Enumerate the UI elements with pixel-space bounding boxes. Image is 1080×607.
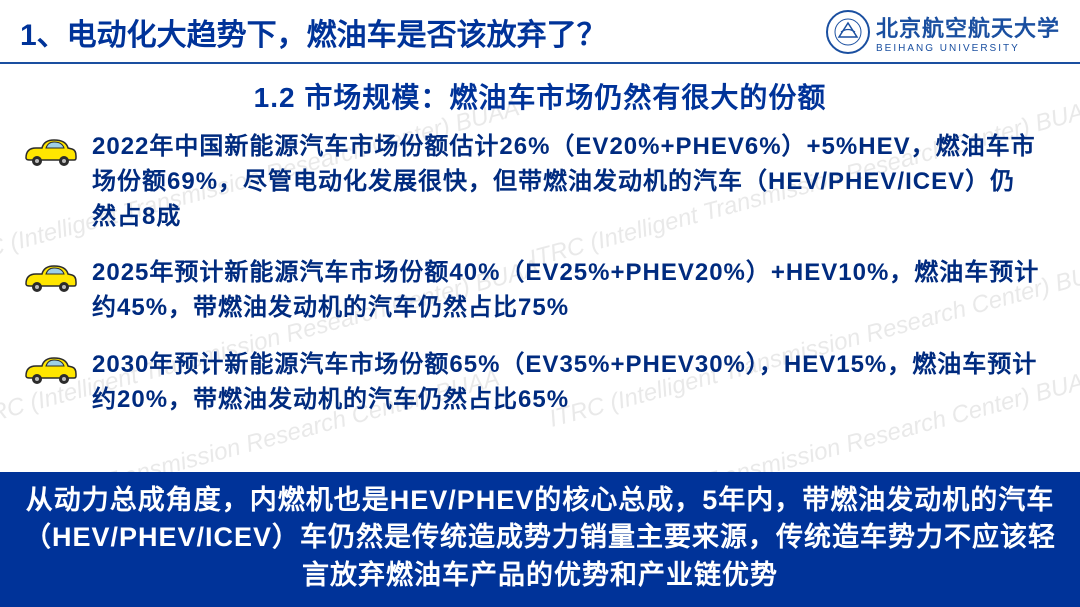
header-divider — [0, 62, 1080, 64]
bullet-text: 2030年预计新能源汽车市场份额65%（EV35%+PHEV30%），HEV15… — [92, 348, 1040, 418]
university-name-cn: 北京航空航天大学 — [876, 11, 1060, 43]
bullet-item: 2030年预计新能源汽车市场份额65%（EV35%+PHEV30%），HEV15… — [20, 348, 1040, 418]
university-logo-icon — [826, 10, 870, 54]
university-block: 北京航空航天大学 BEIHANG UNIVERSITY — [826, 10, 1060, 54]
university-name-en: BEIHANG UNIVERSITY — [876, 43, 1060, 54]
car-icon — [20, 348, 80, 388]
section-subtitle: 1.2 市场规模：燃油车市场仍然有很大的份额 — [0, 76, 1080, 116]
bullet-item: 2025年预计新能源汽车市场份额40%（EV25%+PHEV20%）+HEV10… — [20, 256, 1040, 326]
header: 1、电动化大趋势下，燃油车是否该放弃了？ 北京航空航天大学 BEIHANG UN… — [0, 0, 1080, 62]
bullet-text: 2022年中国新能源汽车市场份额估计26%（EV20%+PHEV6%）+5%HE… — [92, 130, 1040, 234]
footer-conclusion: 从动力总成角度，内燃机也是HEV/PHEV的核心总成，5年内，带燃油发动机的汽车… — [0, 472, 1080, 607]
bullet-item: 2022年中国新能源汽车市场份额估计26%（EV20%+PHEV6%）+5%HE… — [20, 130, 1040, 234]
bullet-list: 2022年中国新能源汽车市场份额估计26%（EV20%+PHEV6%）+5%HE… — [0, 130, 1080, 418]
bullet-text: 2025年预计新能源汽车市场份额40%（EV25%+PHEV20%）+HEV10… — [92, 256, 1040, 326]
car-icon — [20, 256, 80, 296]
slide-title: 1、电动化大趋势下，燃油车是否该放弃了？ — [20, 10, 607, 54]
car-icon — [20, 130, 80, 170]
